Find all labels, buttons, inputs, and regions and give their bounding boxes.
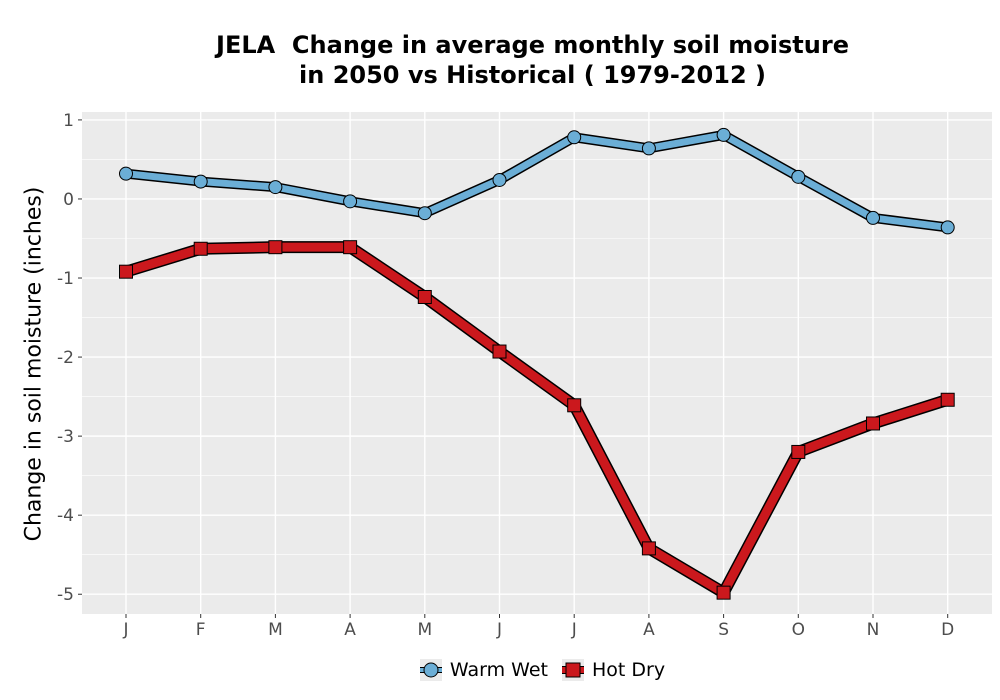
data-point-warm-wet <box>492 172 507 187</box>
data-point-hot-dry <box>343 240 358 255</box>
x-tick-label: J <box>122 620 128 640</box>
chart-title-line-1: JELA Change in average monthly soil mois… <box>216 31 849 59</box>
data-point-warm-wet <box>343 194 358 209</box>
data-point-hot-dry <box>567 398 582 413</box>
data-point-warm-wet <box>866 210 880 225</box>
data-point-hot-dry <box>940 392 955 407</box>
data-point-warm-wet <box>940 220 955 235</box>
x-tick-label: O <box>792 620 805 640</box>
x-tick-label: S <box>718 620 729 640</box>
x-tick-label: J <box>571 620 577 640</box>
x-tick-label: N <box>867 620 880 640</box>
y-tick-label: 1 <box>63 111 74 131</box>
y-tick-label: -4 <box>57 506 74 526</box>
x-tick-label: D <box>941 620 954 640</box>
data-point-hot-dry <box>417 289 432 304</box>
data-point-hot-dry <box>193 241 208 256</box>
series-line-warm-wet <box>122 131 952 231</box>
data-point-hot-dry <box>268 240 283 255</box>
y-tick-label: -2 <box>57 348 74 368</box>
series-line-hot-dry <box>121 242 953 598</box>
data-point-warm-wet <box>119 166 133 181</box>
data-point-hot-dry <box>791 444 806 459</box>
y-tick-label: -1 <box>57 269 74 289</box>
data-point-warm-wet <box>716 127 731 142</box>
data-point-warm-wet <box>268 180 283 195</box>
data-point-warm-wet <box>193 174 208 189</box>
legend-key-hot-dry <box>561 659 584 681</box>
chart-title-line-2: in 2050 vs Historical ( 1979-2012 ) <box>299 61 766 89</box>
x-tick-label: A <box>344 620 356 640</box>
x-tick-label: A <box>643 620 655 640</box>
data-point-warm-wet <box>567 130 582 145</box>
y-tick-label: -5 <box>57 585 74 605</box>
y-tick-label: 0 <box>63 190 74 210</box>
data-point-hot-dry <box>492 344 507 359</box>
data-point-hot-dry <box>866 416 880 431</box>
legend-label-hot-dry: Hot Dry <box>591 659 666 681</box>
data-point-warm-wet <box>417 206 432 221</box>
x-tick-label: F <box>196 620 206 640</box>
data-point-hot-dry <box>119 264 133 279</box>
legend-item-warm-wet: Warm Wet <box>419 659 548 681</box>
data-point-hot-dry <box>641 541 656 556</box>
data-point-hot-dry <box>716 585 731 600</box>
chart-title: JELA Change in average monthly soil mois… <box>0 30 1000 90</box>
y-tick-label: -3 <box>57 427 74 447</box>
data-point-warm-wet <box>641 141 656 156</box>
data-point-warm-wet <box>791 169 806 184</box>
x-tick-label: J <box>496 620 502 640</box>
x-tick-label: M <box>417 620 432 640</box>
legend-key-warm-wet <box>419 659 442 681</box>
legend: Warm Wet Hot Dry <box>0 659 1000 681</box>
legend-item-hot-dry: Hot Dry <box>561 659 666 681</box>
x-tick-label: M <box>268 620 283 640</box>
legend-label-warm-wet: Warm Wet <box>449 659 548 681</box>
